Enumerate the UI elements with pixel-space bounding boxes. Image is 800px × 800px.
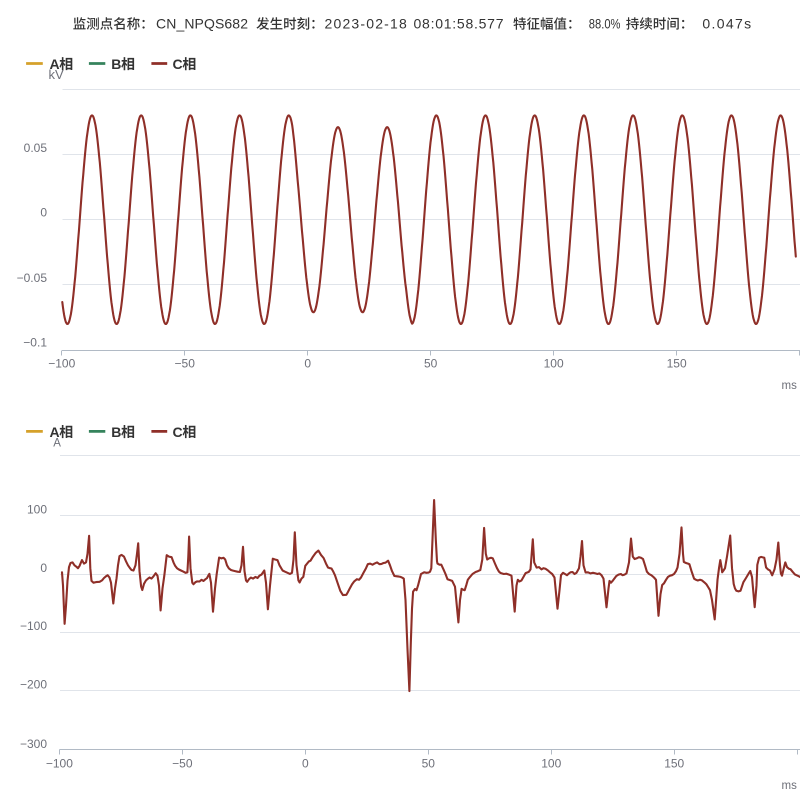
svg-text:C: C bbox=[173, 424, 183, 440]
svg-text:B: B bbox=[111, 424, 121, 440]
svg-text:−100: −100 bbox=[20, 619, 47, 633]
svg-text:100: 100 bbox=[544, 357, 564, 371]
svg-text:0: 0 bbox=[302, 756, 309, 770]
svg-text:0.047s: 0.047s bbox=[702, 16, 751, 32]
svg-text:50: 50 bbox=[422, 756, 436, 770]
svg-text:150: 150 bbox=[667, 357, 687, 371]
svg-text:150: 150 bbox=[664, 756, 684, 770]
svg-text:08:01:58.577: 08:01:58.577 bbox=[414, 16, 504, 32]
svg-text:100: 100 bbox=[27, 503, 47, 517]
svg-text:−100: −100 bbox=[48, 357, 75, 371]
svg-text:−100: −100 bbox=[46, 756, 73, 770]
svg-text:0.05: 0.05 bbox=[24, 141, 48, 155]
svg-text:ms: ms bbox=[782, 780, 798, 792]
svg-text:88.0%: 88.0% bbox=[589, 16, 621, 32]
svg-text:ms: ms bbox=[782, 380, 798, 392]
svg-text:kV: kV bbox=[49, 67, 65, 82]
svg-text:−200: −200 bbox=[20, 678, 47, 692]
svg-text:B: B bbox=[111, 56, 121, 72]
svg-text:0: 0 bbox=[40, 561, 47, 575]
svg-text:CN_NPQS682: CN_NPQS682 bbox=[156, 16, 248, 32]
svg-text:A: A bbox=[50, 424, 60, 440]
svg-text:50: 50 bbox=[424, 357, 438, 371]
svg-text:0: 0 bbox=[40, 205, 47, 219]
svg-text:100: 100 bbox=[541, 756, 561, 770]
svg-text:−0.1: −0.1 bbox=[23, 335, 47, 349]
svg-text:A: A bbox=[53, 438, 61, 450]
svg-text:−0.05: −0.05 bbox=[17, 271, 48, 285]
svg-text:0: 0 bbox=[304, 357, 311, 371]
svg-text:−50: −50 bbox=[172, 756, 193, 770]
svg-text:2023-02-18: 2023-02-18 bbox=[325, 16, 408, 32]
svg-text:−300: −300 bbox=[20, 737, 47, 751]
svg-text:C: C bbox=[173, 56, 183, 72]
svg-text:−50: −50 bbox=[175, 357, 196, 371]
svg-text:A: A bbox=[50, 56, 60, 72]
